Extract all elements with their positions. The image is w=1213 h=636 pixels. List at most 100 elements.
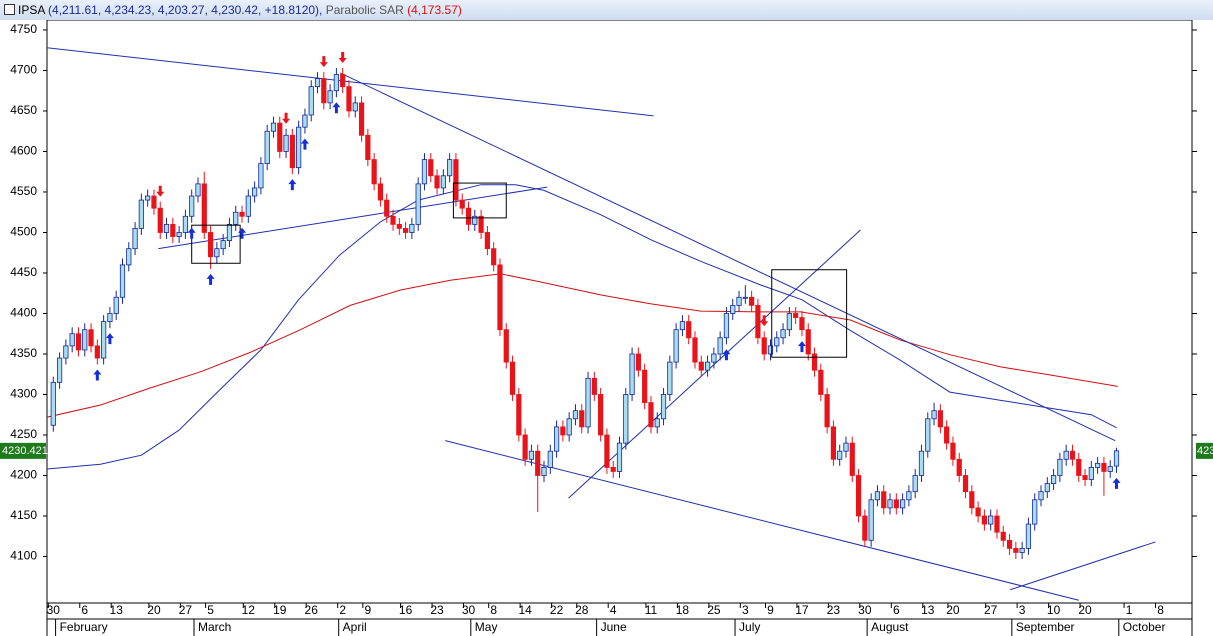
- buy-signal: [722, 349, 731, 361]
- candle-body: [956, 458, 962, 476]
- candle-body: [648, 402, 654, 428]
- candle-body: [660, 394, 667, 420]
- candle-body: [270, 122, 277, 132]
- quote: (4,211.61, 4,234.23, 4,203.27, 4,230.42,…: [48, 3, 323, 17]
- candle-body: [333, 74, 339, 92]
- sell-signal: [156, 185, 165, 197]
- month-label: July: [739, 620, 760, 634]
- candle-body: [346, 86, 352, 112]
- candle-body: [384, 199, 390, 217]
- candle-body: [679, 321, 686, 331]
- candle-body: [377, 183, 384, 201]
- candle-body: [101, 321, 107, 359]
- candle-body: [195, 183, 201, 197]
- annotation-box: [191, 224, 241, 264]
- candle-body: [478, 215, 484, 233]
- candle-body: [837, 450, 843, 460]
- month-label: October: [1123, 620, 1166, 634]
- candle-body: [402, 228, 409, 233]
- candle-body: [113, 296, 119, 314]
- candle-body: [503, 329, 509, 363]
- buy-signal: [105, 333, 114, 345]
- candle-body: [1076, 458, 1082, 476]
- candle-body: [887, 499, 893, 509]
- y-tick-label: 4250: [10, 427, 37, 441]
- candle-body: [170, 223, 176, 237]
- candle-body: [107, 313, 113, 322]
- x-tick-label: 20: [147, 603, 161, 617]
- candle-body: [233, 211, 239, 225]
- buy-signal: [288, 179, 297, 191]
- x-tick-label: 9: [365, 603, 372, 617]
- symbol: IPSA: [18, 3, 45, 17]
- candle-body: [497, 264, 503, 331]
- candle-body: [925, 418, 931, 452]
- x-tick-label: 13: [921, 603, 935, 617]
- candle-body: [610, 466, 616, 472]
- candle-body: [440, 175, 446, 189]
- candle-body: [988, 515, 994, 525]
- candle-body: [245, 195, 251, 217]
- y-tick-label: 4300: [10, 387, 37, 401]
- x-tick-label: 17: [795, 603, 809, 617]
- candle-body: [604, 434, 610, 468]
- candle-body: [189, 195, 195, 217]
- candle-body: [459, 199, 465, 209]
- trendline: [1010, 541, 1156, 591]
- candle-body: [686, 321, 692, 339]
- candle-body: [277, 122, 283, 152]
- moving-average: [47, 184, 1117, 470]
- candle-body: [585, 377, 591, 428]
- x-tick-label: 30: [47, 603, 61, 617]
- candle-body: [749, 296, 755, 306]
- candle-body: [881, 491, 887, 509]
- candle-body: [811, 353, 818, 371]
- plot-layer: [47, 47, 1156, 601]
- candle-body: [314, 78, 321, 88]
- candle-body: [629, 353, 635, 395]
- candle-body: [755, 304, 761, 339]
- candle-body: [1006, 539, 1013, 549]
- candle-body: [252, 187, 258, 197]
- candle-body: [830, 426, 837, 460]
- candle-body: [371, 159, 377, 185]
- last-price-label-right: 4230.421: [1197, 445, 1213, 457]
- y-tick-label: 4550: [10, 184, 37, 198]
- x-tick-label: 11: [645, 603, 658, 617]
- candle-body: [799, 317, 805, 331]
- candle-body: [289, 134, 295, 169]
- trendline: [47, 47, 654, 117]
- candle-body: [535, 450, 541, 476]
- y-tick-label: 4350: [10, 346, 37, 360]
- candle-body: [484, 232, 490, 250]
- candle-body: [226, 223, 233, 241]
- y-tick-label: 4600: [10, 144, 37, 158]
- candle-body: [623, 394, 629, 444]
- candle-body: [509, 361, 516, 395]
- trendline: [339, 72, 1116, 442]
- x-tick-label: 8: [1157, 603, 1164, 617]
- candle-body: [296, 126, 302, 169]
- y-tick-label: 4700: [10, 63, 37, 77]
- candle-body: [667, 361, 673, 395]
- candle-body: [63, 345, 69, 359]
- candle-body: [352, 102, 358, 112]
- candle-body: [69, 333, 75, 347]
- candle-body: [491, 248, 497, 266]
- candle-body: [528, 450, 535, 460]
- candle-body: [258, 163, 264, 189]
- x-tick-label: 1: [1126, 603, 1133, 617]
- y-tick-label: 4100: [10, 549, 37, 563]
- x-tick-label: 30: [858, 603, 872, 617]
- candle-body: [654, 418, 660, 428]
- candle-body: [818, 369, 824, 395]
- month-label: April: [343, 620, 367, 634]
- candle-body: [824, 394, 830, 428]
- candle-body: [176, 232, 182, 237]
- candle-body: [591, 377, 597, 395]
- candle-body: [642, 369, 648, 403]
- candle-body: [849, 442, 855, 476]
- candle-body: [579, 410, 585, 428]
